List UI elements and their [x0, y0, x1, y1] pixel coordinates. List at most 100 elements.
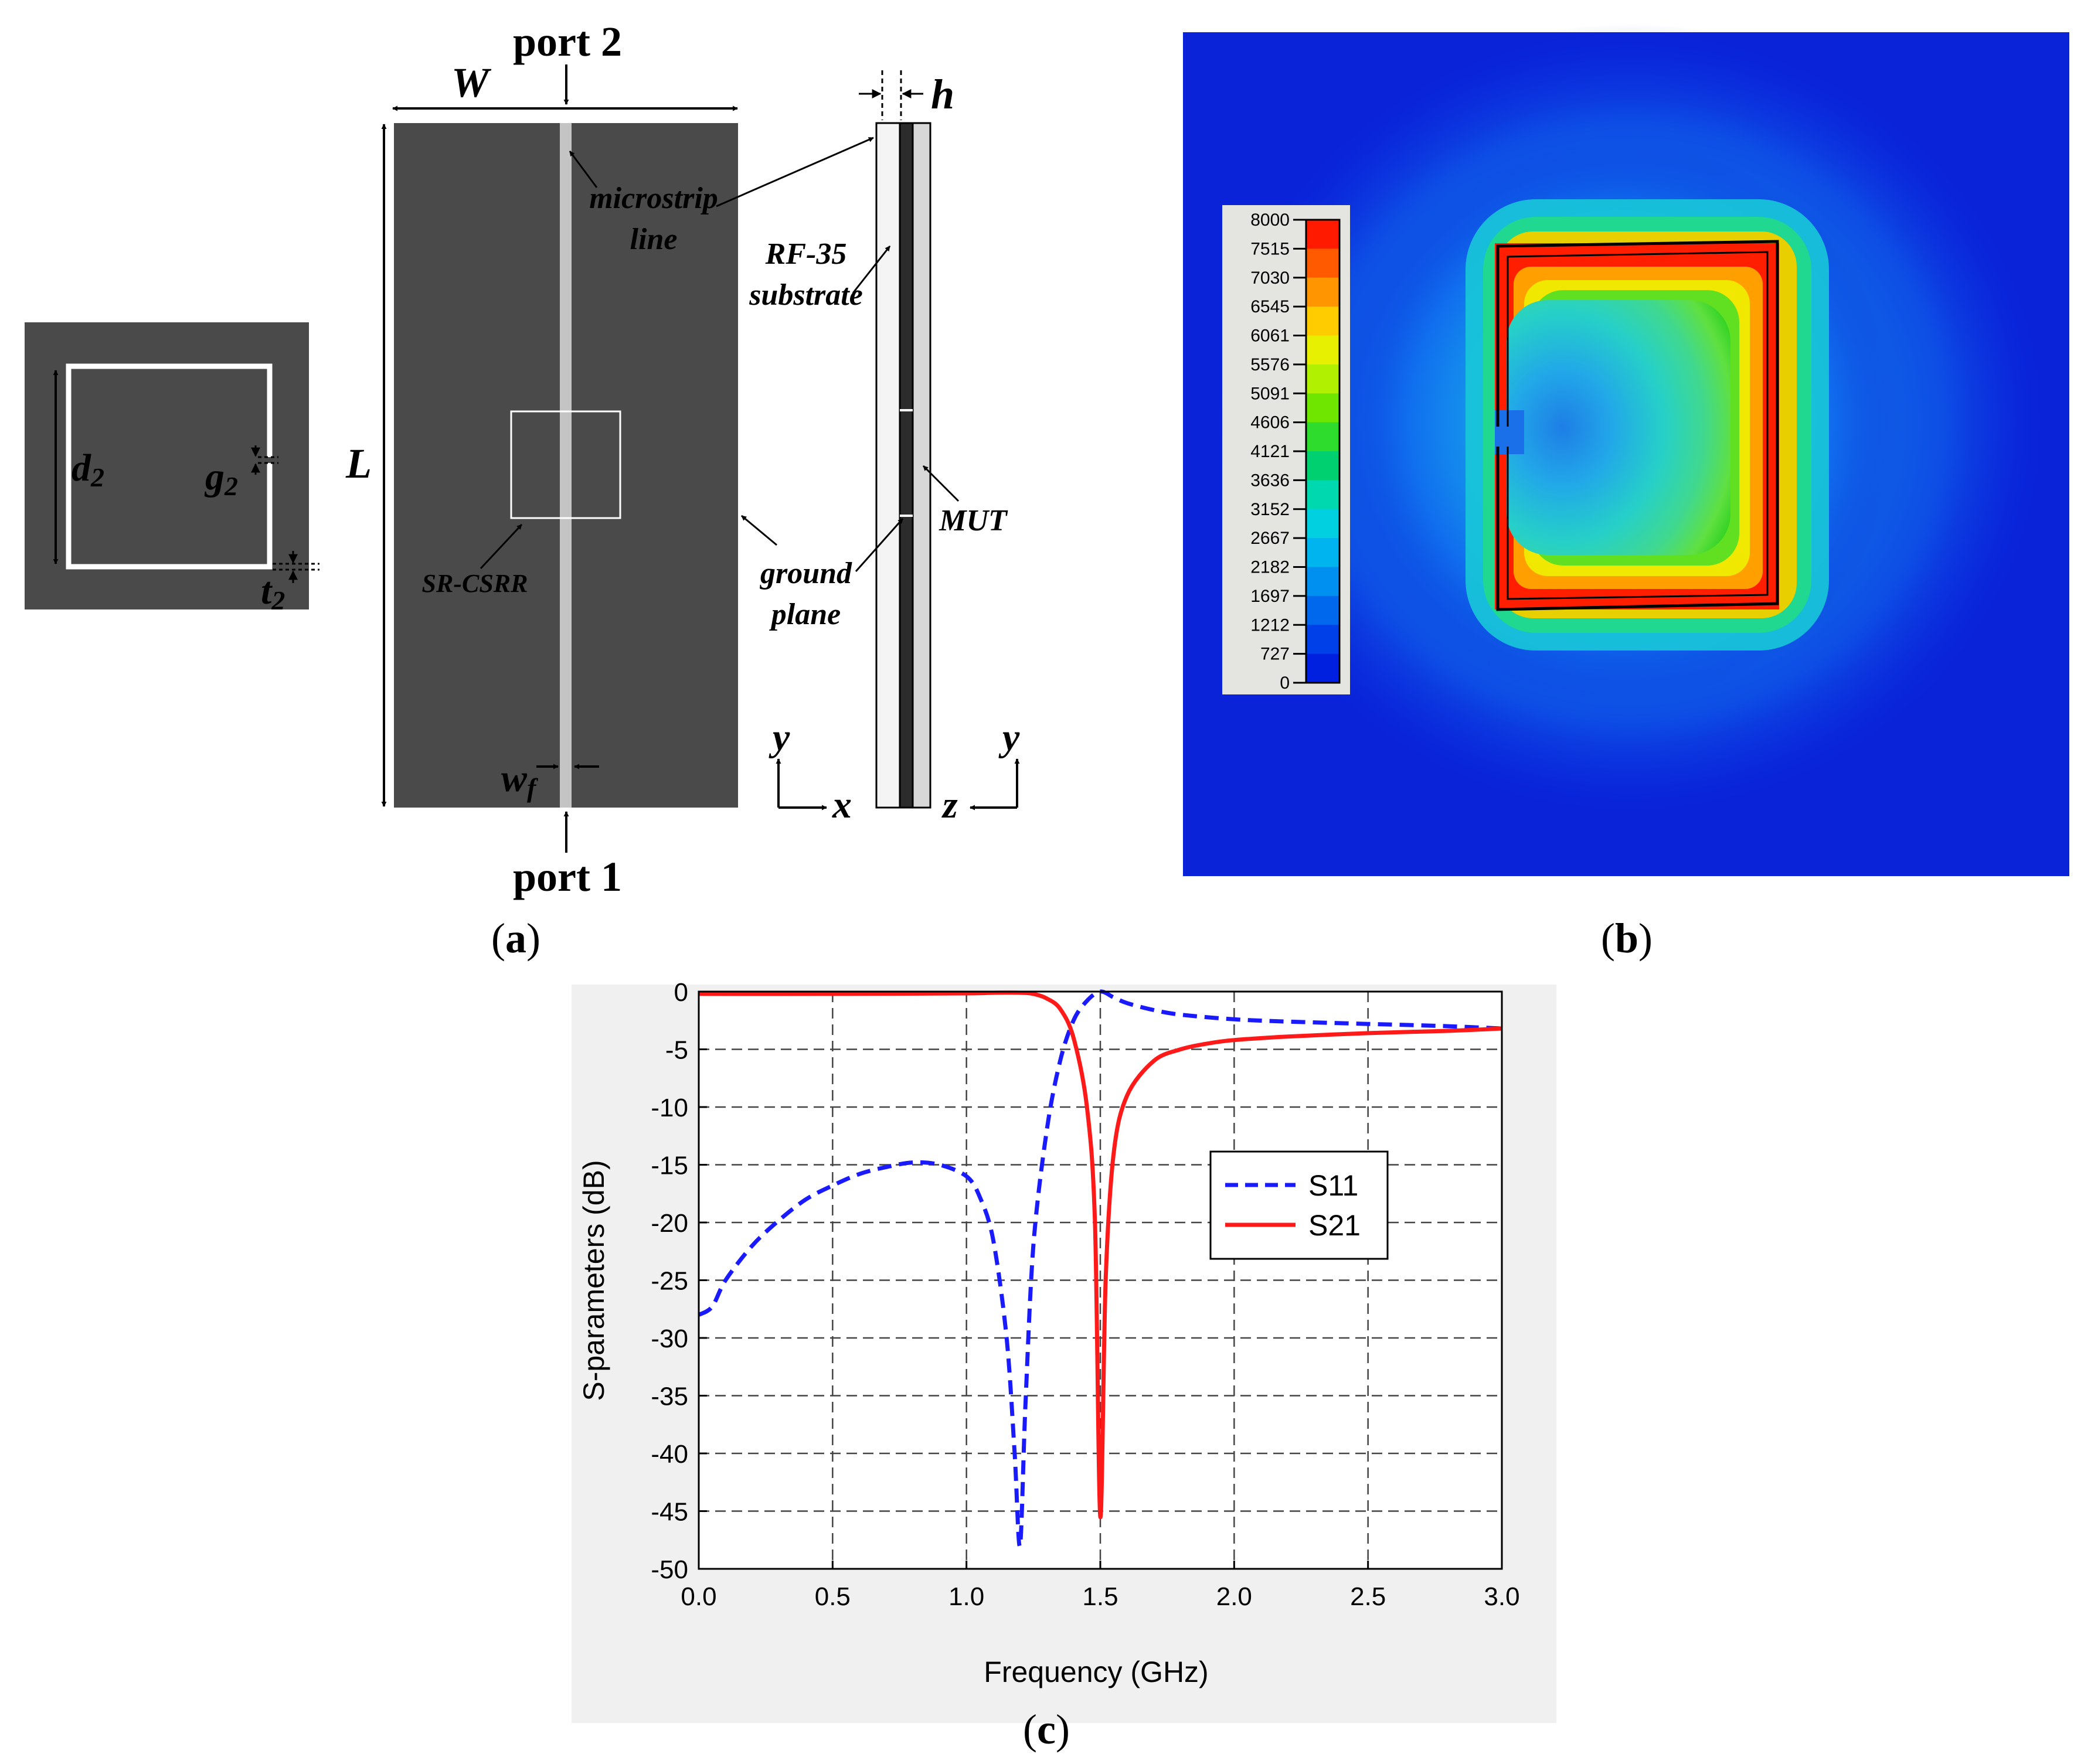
x-axis-label: Frequency (GHz) — [984, 1656, 1208, 1688]
colorbar: 8000 7515 7030 6545 6061 5576 5091 4606 4121 3636… — [1222, 205, 1350, 694]
mut-side — [912, 122, 931, 809]
panel-b: 8000 7515 7030 6545 6061 5576 5091 4606 4121 3636… — [1183, 23, 2069, 962]
colorbar-band — [1306, 480, 1339, 510]
sr-csrr-pointer — [480, 523, 523, 570]
y-tick-label: 0 — [674, 978, 688, 1007]
colorbar-tick-label: 2182 — [1250, 558, 1290, 577]
colorbar-tick-label: 4121 — [1250, 442, 1290, 461]
colorbar-bands — [1306, 220, 1339, 683]
W-label: W — [451, 59, 492, 106]
y-tick-label: -50 — [651, 1555, 688, 1584]
colorbar-band — [1306, 625, 1339, 655]
colorbar-tick-label: 2667 — [1250, 529, 1290, 548]
colorbar-band — [1306, 422, 1339, 452]
axis-y-label-1: y — [769, 716, 790, 759]
axes-zy: y z — [941, 716, 1020, 826]
t2-dimension — [273, 551, 319, 583]
top-ground-pointer — [741, 515, 777, 546]
colorbar-band — [1306, 538, 1339, 567]
panel-a: d2 g2 t2 W L port 2 — [25, 18, 1020, 962]
colorbar-tick-label: 4606 — [1250, 413, 1290, 433]
series-lines — [698, 989, 1502, 1548]
caption-a: (a) — [491, 915, 540, 962]
microstrip-label-1: microstrip — [589, 182, 718, 215]
substrate-side — [875, 122, 901, 809]
y-tick-label: -45 — [651, 1498, 688, 1527]
y-tick-label: -20 — [651, 1209, 688, 1238]
y-axis-label: S-parameters (dB) — [577, 1160, 610, 1401]
series-line-s21 — [698, 990, 1502, 1519]
ground-plane-label-2: plane — [769, 598, 841, 631]
ground-plane-pointer — [855, 518, 904, 572]
y-tick-label: -30 — [651, 1324, 688, 1353]
axis-z-label: z — [941, 784, 958, 826]
ground-plane-label-1: ground — [760, 557, 852, 590]
y-tick-label: -35 — [651, 1382, 688, 1411]
legend-label-s11: S11 — [1308, 1169, 1358, 1202]
colorbar-band — [1306, 364, 1339, 394]
legend-label-s21: S21 — [1308, 1209, 1361, 1242]
microstrip-line — [560, 123, 572, 808]
mut-pointer — [922, 465, 960, 502]
port-1-label: port 1 — [513, 853, 622, 900]
colorbar-band — [1306, 393, 1339, 423]
g2-dimension — [251, 445, 278, 475]
unit-cell-background — [25, 322, 309, 609]
y-tick-label: -25 — [651, 1267, 688, 1296]
panel-c: 0.0 0.5 1.0 1.5 2.0 2.5 3.0 0 -5 -10 -15 -20 -25 -30 -… — [572, 978, 1556, 1753]
x-tick-label: 0.0 — [681, 1582, 716, 1611]
colorbar-band — [1306, 451, 1339, 481]
colorbar-tick-label: 3152 — [1250, 500, 1290, 519]
side-view: h RF-35 substrate ground plane MUT — [716, 70, 1008, 809]
sr-csrr-label: SR-CSRR — [422, 569, 528, 598]
x-tick-label: 1.5 — [1082, 1582, 1118, 1611]
colorbar-tick-label: 6545 — [1250, 297, 1290, 316]
microstrip-side-pointer — [716, 137, 874, 207]
colorbar-tick-label: 5091 — [1250, 384, 1290, 403]
top-view: W L port 2 port 1 wf microstrip line SR-… — [345, 18, 738, 900]
axis-x-label: x — [832, 784, 852, 826]
h-dimension — [859, 70, 923, 120]
colorbar-tick-label: 1697 — [1250, 587, 1290, 606]
h-label: h — [931, 71, 954, 118]
colorbar-band — [1306, 653, 1339, 683]
colorbar-tick-label: 8000 — [1250, 210, 1290, 230]
t2-label: t2 — [261, 570, 285, 615]
L-label: L — [345, 440, 372, 487]
colorbar-tick-label: 3636 — [1250, 471, 1290, 490]
colorbar-band — [1306, 509, 1339, 539]
legend-box — [1209, 1150, 1389, 1260]
colorbar-tick-label: 7030 — [1250, 268, 1290, 288]
colorbar-band — [1306, 335, 1339, 365]
g2-label: g2 — [204, 455, 238, 501]
caption-c: (c) — [1023, 1706, 1070, 1753]
rf35-pointer — [852, 246, 891, 294]
port-2-label: port 2 — [513, 18, 622, 65]
resonator-outline — [1496, 240, 1779, 611]
split-ring — [66, 363, 273, 570]
colorbar-band — [1306, 595, 1339, 625]
unit-cell: d2 g2 t2 — [25, 322, 319, 615]
colorbar-band — [1306, 248, 1339, 278]
rf35-label-2: substrate — [749, 278, 863, 312]
colorbar-tick-label: 0 — [1280, 673, 1290, 693]
colorbar-tick-label: 1212 — [1250, 615, 1290, 635]
axis-y-label-2: y — [998, 716, 1020, 759]
wf-label: wf — [501, 757, 539, 803]
y-tick-label: -10 — [651, 1094, 688, 1122]
y-tick-label: -5 — [665, 1036, 688, 1065]
x-tick-label: 2.5 — [1350, 1582, 1386, 1611]
x-tick-label: 3.0 — [1484, 1582, 1519, 1611]
colorbar-tick-label: 6061 — [1250, 326, 1290, 346]
ground-plane-side — [899, 122, 914, 809]
colorbar-ticks: 8000 7515 7030 6545 6061 5576 5091 4606 4121 3636… — [1250, 210, 1306, 693]
mut-label: MUT — [939, 504, 1008, 537]
y-tick-label: -15 — [651, 1152, 688, 1180]
colorbar-tick-label: 7515 — [1250, 239, 1290, 258]
colorbar-band — [1306, 307, 1339, 336]
rf35-label-1: RF-35 — [765, 237, 847, 271]
colorbar-band — [1306, 567, 1339, 597]
caption-b: (b) — [1601, 915, 1653, 962]
colorbar-tick-label: 5576 — [1250, 355, 1290, 374]
